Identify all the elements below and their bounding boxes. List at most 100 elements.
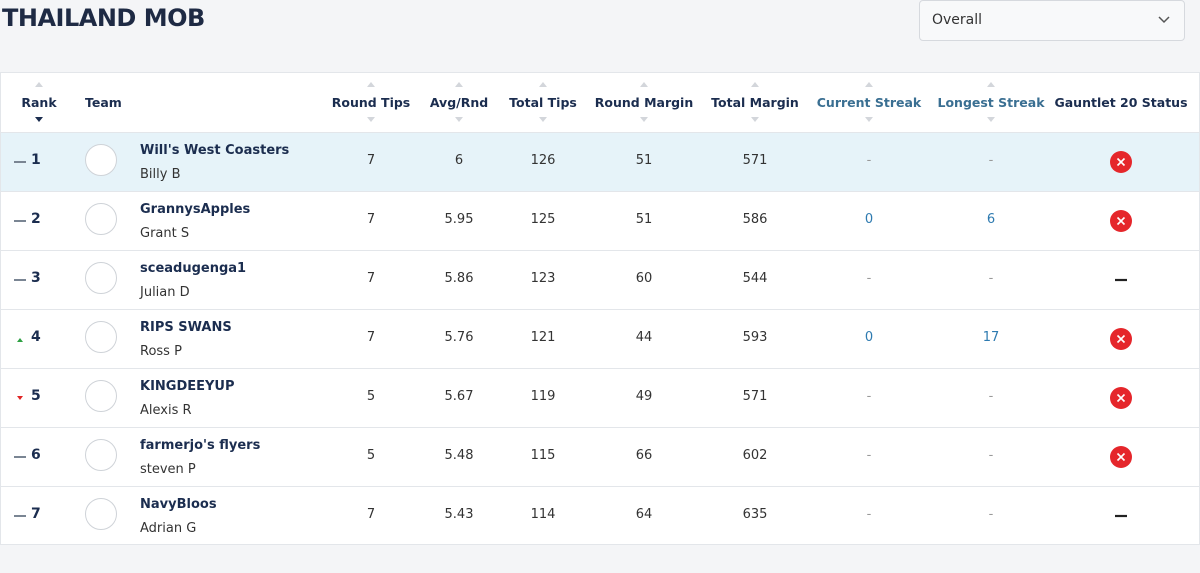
gauntlet-status-icon — [1110, 328, 1132, 350]
sort-asc-icon — [987, 82, 995, 87]
filter-value: Overall — [932, 12, 983, 28]
sort-asc-icon — [35, 82, 43, 87]
stat-cell: 7 — [366, 330, 376, 345]
stat-cell: 7 — [366, 212, 376, 227]
stat-cell: - — [988, 507, 994, 522]
player-name: Grant S — [140, 226, 190, 241]
table-row[interactable]: 7 NavyBloos Adrian G 7 5.43 114 64 635 - - — [1, 486, 1199, 545]
table-row[interactable]: 1 Will's West Coasters Billy B 7 6 126 51 571 - - — [1, 132, 1199, 191]
gauntlet-status-icon — [1110, 151, 1132, 173]
column-header[interactable]: Round Margin — [594, 95, 694, 110]
table-row[interactable]: 4 RIPS SWANS Ross P 7 5.76 121 44 593 0 17 — [1, 309, 1199, 368]
stat-cell: 49 — [635, 389, 653, 404]
stat-cell: 7 — [366, 507, 376, 522]
filter-select[interactable]: Overall — [919, 0, 1185, 41]
team-logo — [85, 203, 117, 235]
stat-cell: - — [866, 507, 872, 522]
stat-cell: 593 — [742, 330, 768, 345]
movement-icon — [17, 338, 23, 342]
stat-cell: 60 — [635, 271, 653, 286]
stat-cell: 114 — [530, 507, 556, 522]
sort-desc-icon — [640, 117, 648, 122]
sort-desc-icon — [987, 117, 995, 122]
stat-cell: 5.95 — [444, 212, 474, 227]
stat-cell: 64 — [635, 507, 653, 522]
movement-icon — [14, 515, 26, 517]
rank-number: 1 — [31, 152, 41, 168]
stat-cell: 571 — [742, 389, 768, 404]
stat-cell: 5.48 — [444, 448, 474, 463]
sort-asc-icon — [455, 82, 463, 87]
team-logo — [85, 380, 117, 412]
team-logo — [85, 498, 117, 530]
column-header[interactable]: Current Streak — [816, 95, 922, 110]
page-title: THAILAND MOB — [2, 4, 205, 32]
gauntlet-status-icon — [1110, 446, 1132, 468]
stat-cell: - — [866, 448, 872, 463]
table-row[interactable]: 6 farmerjo's flyers steven P 5 5.48 115 66 602 -… — [1, 427, 1199, 486]
team-name[interactable]: sceadugenga1 — [140, 261, 247, 276]
column-header[interactable]: Gauntlet 20 Status — [1054, 95, 1188, 110]
player-name: steven P — [140, 462, 196, 477]
leaderboard-table: Rank Team Round Tips Avg/Rnd Total Tips Round… — [0, 72, 1200, 545]
gauntlet-status-icon — [1110, 387, 1132, 409]
stat-cell: 121 — [530, 330, 556, 345]
team-name[interactable]: NavyBloos — [140, 497, 217, 512]
column-header[interactable]: Avg/Rnd — [429, 95, 489, 110]
team-name[interactable]: KINGDEEYUP — [140, 379, 235, 394]
stat-cell: - — [866, 153, 872, 168]
column-header[interactable]: Total Margin — [711, 95, 799, 110]
stat-cell: 5 — [366, 389, 376, 404]
stat-cell: - — [866, 271, 872, 286]
stat-cell: 5.86 — [444, 271, 474, 286]
stat-cell: - — [866, 389, 872, 404]
table-row[interactable]: 5 KINGDEEYUP Alexis R 5 5.67 119 49 571 - - — [1, 368, 1199, 427]
column-header[interactable]: Team — [85, 95, 122, 110]
stat-cell: 7 — [366, 153, 376, 168]
stat-cell: 0 — [864, 212, 874, 227]
movement-icon — [14, 279, 26, 281]
team-name[interactable]: farmerjo's flyers — [140, 438, 261, 453]
player-name: Adrian G — [140, 521, 197, 536]
stat-cell: 544 — [742, 271, 768, 286]
team-name[interactable]: GrannysApples — [140, 202, 251, 217]
stat-cell: 51 — [635, 212, 653, 227]
stat-cell: 119 — [530, 389, 556, 404]
stat-cell: 635 — [742, 507, 768, 522]
table-row[interactable]: 2 GrannysApples Grant S 7 5.95 125 51 586 0 6 — [1, 191, 1199, 250]
sort-desc-icon — [367, 117, 375, 122]
stat-cell: - — [988, 153, 994, 168]
column-header[interactable]: Round Tips — [331, 95, 411, 110]
sort-desc-icon — [539, 117, 547, 122]
team-name[interactable]: Will's West Coasters — [140, 143, 290, 158]
sort-desc-icon — [865, 117, 873, 122]
team-logo — [85, 144, 117, 176]
stat-cell: 5 — [366, 448, 376, 463]
stat-cell: 44 — [635, 330, 653, 345]
rank-number: 4 — [31, 329, 41, 345]
chevron — [1158, 16, 1170, 24]
stat-cell: 66 — [635, 448, 653, 463]
column-header[interactable]: Longest Streak — [937, 95, 1045, 110]
sort-asc-icon — [751, 82, 759, 87]
gauntlet-status-icon — [1110, 210, 1132, 232]
stat-cell: 5.43 — [444, 507, 474, 522]
stat-cell: 6 — [454, 153, 464, 168]
team-logo — [85, 439, 117, 471]
stat-cell: 586 — [742, 212, 768, 227]
table-row[interactable]: 3 sceadugenga1 Julian D 7 5.86 123 60 544 - - — [1, 250, 1199, 309]
team-name[interactable]: RIPS SWANS — [140, 320, 232, 335]
column-header[interactable]: Total Tips — [509, 95, 577, 110]
sort-desc-icon — [35, 117, 43, 122]
stat-cell: 126 — [530, 153, 556, 168]
stat-cell: 571 — [742, 153, 768, 168]
rank-number: 6 — [31, 447, 41, 463]
column-header[interactable]: Rank — [21, 95, 57, 110]
stat-cell: - — [988, 271, 994, 286]
gauntlet-status-icon — [1115, 278, 1127, 282]
stat-cell: 5.76 — [444, 330, 474, 345]
rank-number: 5 — [31, 388, 41, 404]
sort-asc-icon — [367, 82, 375, 87]
rank-number: 7 — [31, 506, 41, 522]
sort-asc-icon — [640, 82, 648, 87]
